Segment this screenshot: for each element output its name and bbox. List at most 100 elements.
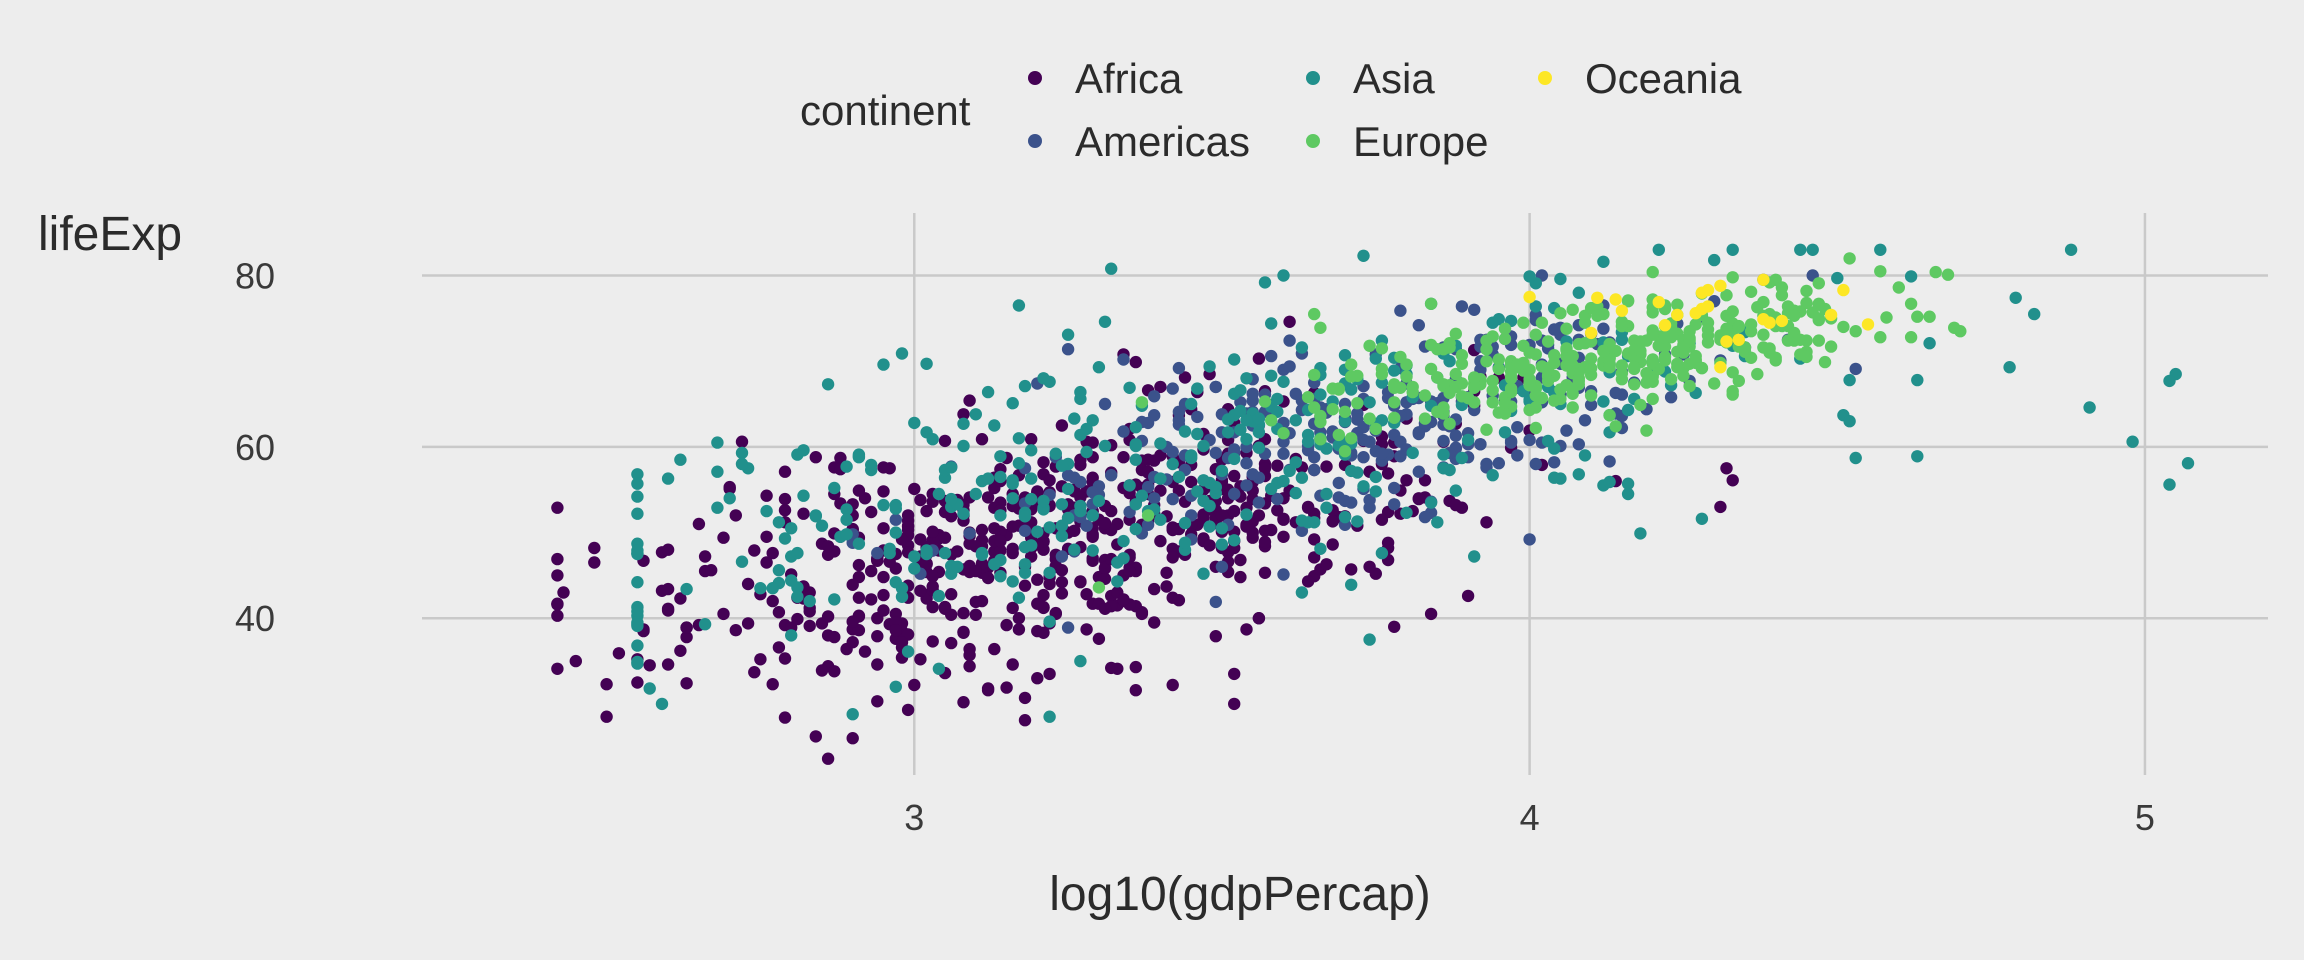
data-point-africa [945, 588, 958, 601]
data-point-africa [957, 408, 970, 421]
data-point-europe [1523, 373, 1536, 386]
data-point-asia [1037, 494, 1050, 508]
data-point-africa [1228, 469, 1241, 483]
data-point-americas [1271, 492, 1284, 506]
data-point-europe [1954, 325, 1967, 338]
data-point-africa [821, 548, 835, 561]
data-point-asia [1154, 513, 1167, 526]
data-point-africa [797, 507, 810, 520]
data-point-asia [1086, 414, 1099, 427]
data-point-africa [772, 606, 786, 619]
data-point-americas [1609, 386, 1622, 400]
data-point-europe [1486, 396, 1499, 409]
data-point-africa [981, 491, 995, 504]
data-point-americas [1412, 465, 1426, 478]
data-point-asia [1074, 385, 1087, 399]
data-point-asia [1455, 451, 1469, 465]
data-point-americas [1511, 449, 1524, 462]
data-point-africa [1129, 355, 1143, 369]
data-point-europe [1431, 405, 1444, 418]
data-point-asia [1166, 457, 1179, 471]
data-point-asia [1080, 445, 1093, 459]
data-point-asia [1117, 534, 1130, 548]
data-point-europe [1351, 397, 1364, 410]
data-point-europe [1498, 397, 1512, 410]
data-point-asia [1258, 276, 1272, 289]
data-point-europe [1904, 297, 1918, 310]
data-point-asia [1252, 412, 1266, 425]
data-point-asia [2064, 243, 2078, 256]
data-point-oceania [1714, 361, 1727, 374]
data-point-asia [1345, 464, 1358, 478]
data-point-europe [1603, 409, 1616, 422]
data-point-africa [821, 629, 835, 642]
data-point-asia [1228, 452, 1241, 466]
data-point-europe [1369, 422, 1383, 436]
data-point-americas [1548, 456, 1561, 469]
data-point-americas [1308, 463, 1321, 477]
data-point-asia [631, 618, 644, 631]
data-point-europe [1468, 381, 1481, 394]
data-point-europe [1880, 311, 1893, 324]
data-point-asia [1240, 414, 1253, 427]
data-point-asia [803, 594, 816, 608]
data-point-asia [1197, 474, 1210, 487]
data-point-africa [1228, 667, 1241, 681]
data-point-americas [1375, 447, 1389, 460]
data-point-asia [908, 562, 921, 575]
data-point-europe [1615, 373, 1629, 386]
data-point-africa [1080, 588, 1093, 601]
data-point-asia [1018, 540, 1032, 554]
data-point-americas [1345, 496, 1358, 509]
data-point-africa [1012, 623, 1026, 636]
data-point-europe [1480, 355, 1493, 368]
data-point-americas [1061, 621, 1075, 634]
data-point-europe [1308, 307, 1321, 321]
data-point-africa [821, 752, 835, 765]
data-point-europe [1708, 377, 1721, 390]
data-point-asia [1369, 352, 1383, 365]
data-point-americas [1234, 396, 1247, 409]
data-point-asia [1289, 456, 1303, 469]
data-point-africa [957, 696, 970, 709]
data-point-asia [1849, 451, 1862, 465]
data-point-asia [846, 708, 859, 721]
data-point-africa [1178, 371, 1192, 384]
data-point-asia [1191, 485, 1204, 498]
data-point-europe [1800, 284, 1813, 298]
data-point-africa [1726, 474, 1739, 487]
data-point-europe [1443, 337, 1456, 350]
data-point-asia [1443, 463, 1456, 477]
data-point-europe [1603, 361, 1616, 374]
data-point-asia [920, 547, 933, 561]
data-point-asia [1098, 439, 1112, 453]
data-point-europe [1584, 389, 1598, 402]
data-point-asia [735, 555, 749, 568]
data-point-africa [938, 600, 952, 614]
data-point-africa [1154, 380, 1167, 394]
data-point-americas [1523, 533, 1536, 546]
data-point-asia [1437, 448, 1450, 461]
data-point-africa [926, 580, 939, 593]
data-point-asia [840, 528, 853, 541]
data-point-asia [631, 576, 644, 589]
data-point-oceania [1861, 318, 1875, 331]
data-point-africa [846, 615, 859, 628]
data-point-americas [1597, 322, 1610, 335]
data-point-africa [871, 658, 884, 671]
data-point-europe [1363, 412, 1376, 425]
data-point-asia [1018, 566, 1032, 579]
data-point-europe [1640, 424, 1653, 437]
data-point-asia [1049, 447, 1063, 460]
data-point-asia [1117, 552, 1130, 565]
data-point-africa [674, 592, 687, 605]
legend-label-oceania: Oceania [1585, 55, 1742, 102]
data-point-africa [895, 636, 909, 649]
data-point-asia [840, 460, 853, 473]
data-point-africa [1098, 516, 1112, 530]
data-point-asia [1357, 249, 1370, 262]
data-point-europe [1640, 376, 1653, 389]
data-point-asia [1043, 615, 1056, 628]
data-point-asia [1123, 479, 1136, 492]
data-point-asia [1578, 449, 1592, 462]
